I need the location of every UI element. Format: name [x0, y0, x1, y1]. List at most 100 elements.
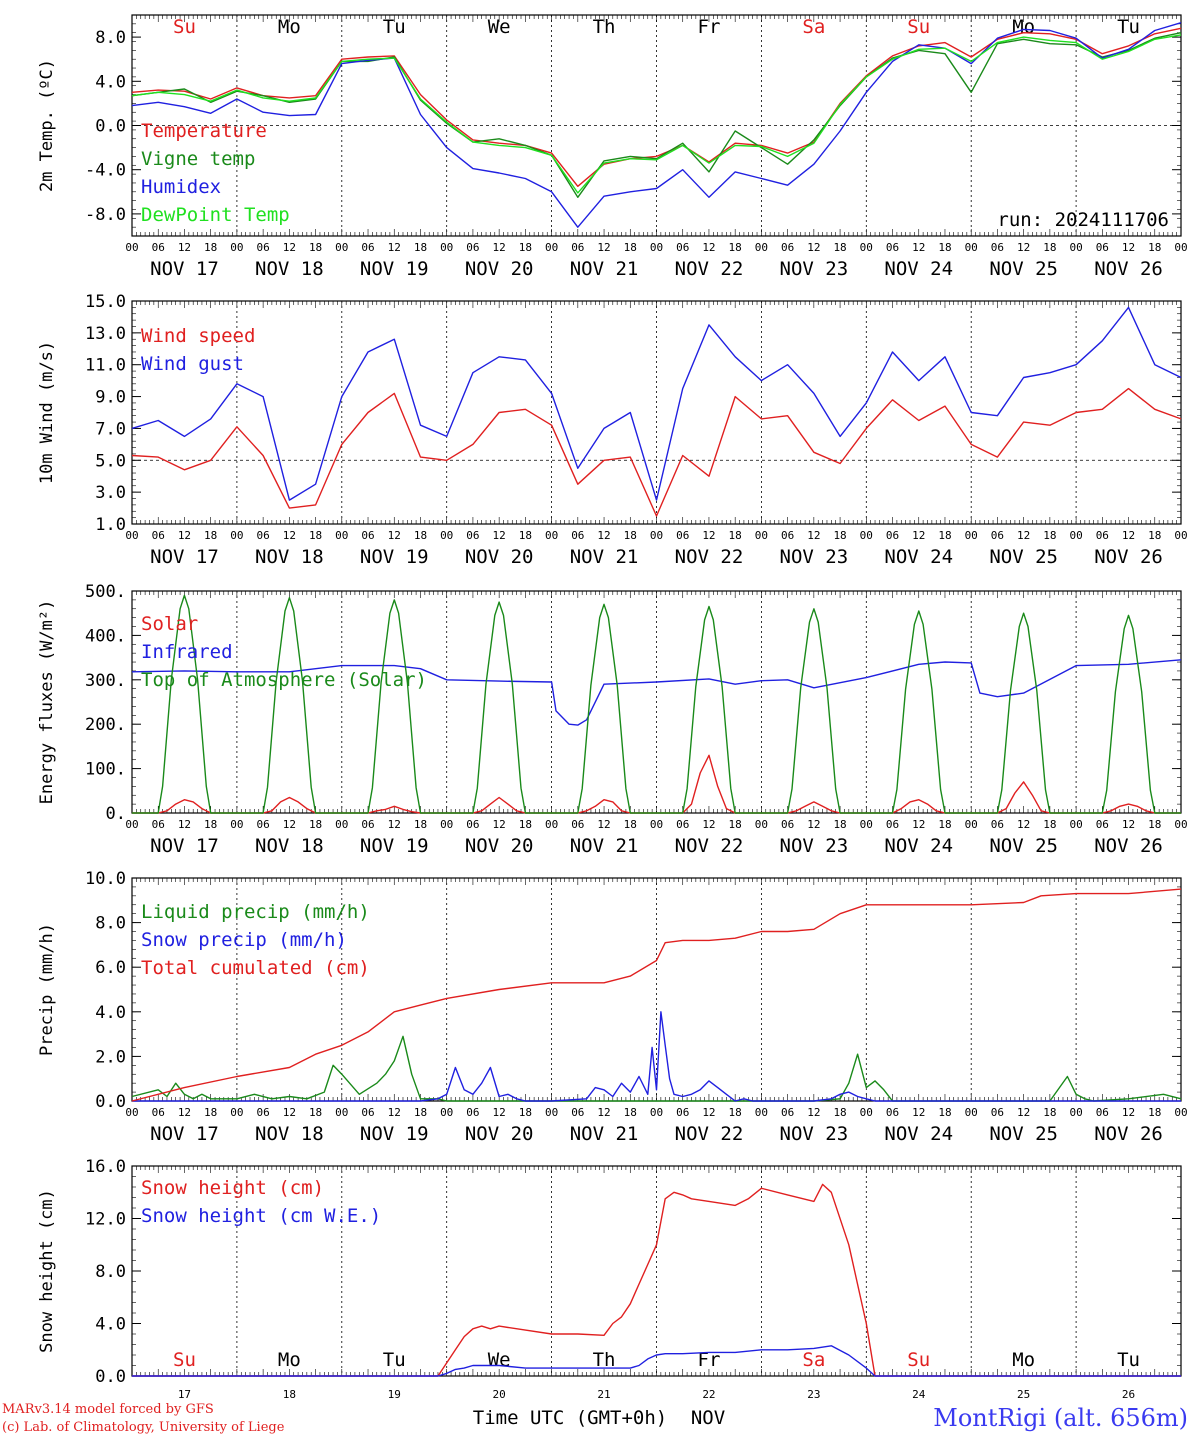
legend-entry: Snow height (cm W.E.)	[141, 1205, 381, 1227]
y-tick-label: 500.	[85, 582, 126, 602]
date-label: NOV 25	[989, 546, 1058, 568]
hour-tick-label: 00	[860, 1106, 873, 1119]
series-line	[131, 32, 1182, 199]
legend-entry: Vigne temp	[141, 148, 255, 170]
day-of-week-label: Mo	[278, 16, 301, 38]
hour-tick-label: 12	[1017, 1106, 1030, 1119]
hour-tick-label: 06	[152, 241, 165, 254]
hour-tick-label: 18	[204, 529, 217, 542]
hour-tick-label: 12	[807, 529, 820, 542]
legend-entry: Wind gust	[141, 353, 244, 375]
hour-tick-label: 00	[230, 241, 243, 254]
y-tick-label: -8.0	[85, 205, 126, 225]
y-axis-label: Snow height (cm)	[37, 1189, 57, 1353]
hour-tick-label: 06	[1096, 818, 1109, 831]
day-of-week-label: Th	[593, 1349, 616, 1371]
legend-entry: Solar	[141, 613, 198, 635]
date-label: NOV 17	[150, 258, 219, 280]
day-of-week-label: Mo	[278, 1349, 301, 1371]
hour-tick-label: 12	[597, 241, 610, 254]
day-number-label: 23	[807, 1388, 820, 1401]
hour-tick-label: 18	[938, 241, 951, 254]
hour-tick-label: 06	[466, 241, 479, 254]
legend-entry: Snow precip (mm/h)	[141, 929, 347, 951]
credit-line-2: (c) Lab. of Climatology, University of L…	[2, 1420, 285, 1435]
hour-tick-label: 06	[1096, 241, 1109, 254]
hour-tick-label: 18	[938, 529, 951, 542]
date-label: NOV 23	[780, 1123, 849, 1145]
hour-tick-label: 18	[833, 529, 846, 542]
hour-tick-label: 00	[1069, 818, 1082, 831]
x-axis-label: Time UTC (GMT+0h)	[473, 1407, 667, 1429]
hour-tick-label: 12	[597, 529, 610, 542]
hour-tick-label: 06	[152, 1106, 165, 1119]
hour-tick-label: 12	[1122, 818, 1135, 831]
hour-tick-label: 06	[886, 241, 899, 254]
run-label: run: 2024111706	[997, 209, 1169, 231]
hour-tick-label: 12	[493, 1106, 506, 1119]
hour-tick-label: 00	[860, 818, 873, 831]
hour-tick-label: 12	[493, 818, 506, 831]
hour-tick-label: 06	[466, 529, 479, 542]
hour-tick-label: 06	[886, 818, 899, 831]
hour-tick-label: 12	[912, 241, 925, 254]
hour-tick-label: 00	[335, 529, 348, 542]
hour-tick-label: 12	[1122, 1106, 1135, 1119]
y-tick-label: 1.0	[95, 515, 126, 535]
day-of-week-label: Tu	[383, 16, 406, 38]
legend-entry: Wind speed	[141, 325, 255, 347]
hour-tick-label: 00	[1174, 1106, 1187, 1119]
hour-tick-label: 18	[1043, 818, 1056, 831]
y-tick-label: 400.	[85, 626, 126, 646]
day-number-label: 20	[493, 1388, 506, 1401]
y-tick-label: 8.0	[95, 1262, 126, 1282]
hour-tick-label: 12	[807, 241, 820, 254]
day-of-week-label: We	[488, 1349, 511, 1371]
hour-tick-label: 00	[545, 241, 558, 254]
date-label: NOV 26	[1094, 1123, 1163, 1145]
hour-tick-label: 00	[1174, 241, 1187, 254]
y-tick-label: 15.0	[85, 292, 126, 312]
y-tick-label: 0.0	[95, 117, 126, 137]
y-axis-label: Precip (mm/h)	[37, 923, 57, 1056]
hour-tick-label: 00	[1174, 818, 1187, 831]
hour-tick-label: 12	[283, 1106, 296, 1119]
hour-tick-label: 12	[178, 818, 191, 831]
hour-tick-label: 18	[938, 1106, 951, 1119]
day-number-label: 17	[178, 1388, 191, 1401]
hour-tick-label: 00	[440, 818, 453, 831]
hour-tick-label: 12	[178, 1106, 191, 1119]
hour-tick-label: 06	[886, 1106, 899, 1119]
hour-tick-label: 18	[519, 1106, 532, 1119]
hour-tick-label: 06	[361, 818, 374, 831]
hour-tick-label: 12	[912, 529, 925, 542]
hour-tick-label: 00	[440, 1106, 453, 1119]
hour-tick-label: 18	[833, 1106, 846, 1119]
panel-3: 0. 100. 200. 300. 400. 500. Energy fluxes (W/m…	[37, 582, 1188, 857]
day-number-label: 21	[597, 1388, 610, 1401]
y-tick-label: 0.0	[95, 1367, 126, 1387]
hour-tick-label: 18	[519, 818, 532, 831]
hour-tick-label: 12	[1017, 241, 1030, 254]
series-line	[131, 34, 1182, 194]
y-tick-label: 9.0	[95, 388, 126, 408]
hour-tick-label: 00	[860, 241, 873, 254]
day-of-week-label: Sa	[802, 16, 825, 38]
hour-tick-label: 06	[1096, 529, 1109, 542]
hour-tick-label: 00	[1069, 529, 1082, 542]
y-axis-label: Energy fluxes (W/m²)	[37, 600, 57, 805]
hour-tick-label: 00	[230, 1106, 243, 1119]
day-of-week-label: Sa	[802, 1349, 825, 1371]
y-tick-label: 8.0	[95, 914, 126, 934]
hour-tick-label: 00	[650, 818, 663, 831]
hour-tick-label: 18	[309, 529, 322, 542]
day-number-label: 19	[388, 1388, 401, 1401]
legend-entry: DewPoint Temp	[141, 204, 290, 226]
date-label: NOV 24	[884, 835, 953, 857]
legend-entry: Liquid precip (mm/h)	[141, 901, 370, 923]
hour-tick-label: 06	[991, 1106, 1004, 1119]
date-label: NOV 18	[255, 258, 324, 280]
series-line	[132, 754, 1181, 814]
hour-tick-label: 12	[178, 529, 191, 542]
